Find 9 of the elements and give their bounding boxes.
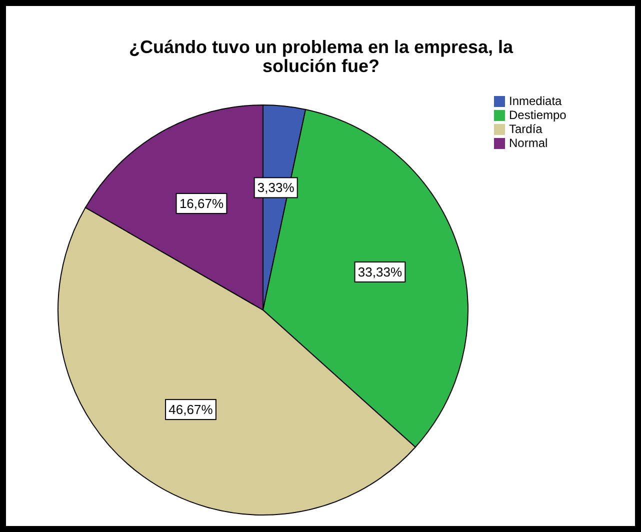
data-label: 3,33%	[257, 180, 295, 196]
legend-label: Inmediata	[509, 94, 562, 108]
chart-title: ¿Cuándo tuvo un problema en la empresa, la solución fue?	[128, 37, 514, 76]
data-label: 16,67%	[179, 196, 224, 211]
legend-label: Destiempo	[509, 108, 566, 122]
data-label: 46,67%	[168, 402, 214, 418]
data-label: 33,33%	[358, 264, 402, 280]
legend-label: Tardía	[509, 122, 542, 136]
legend-label: Normal	[509, 136, 548, 150]
